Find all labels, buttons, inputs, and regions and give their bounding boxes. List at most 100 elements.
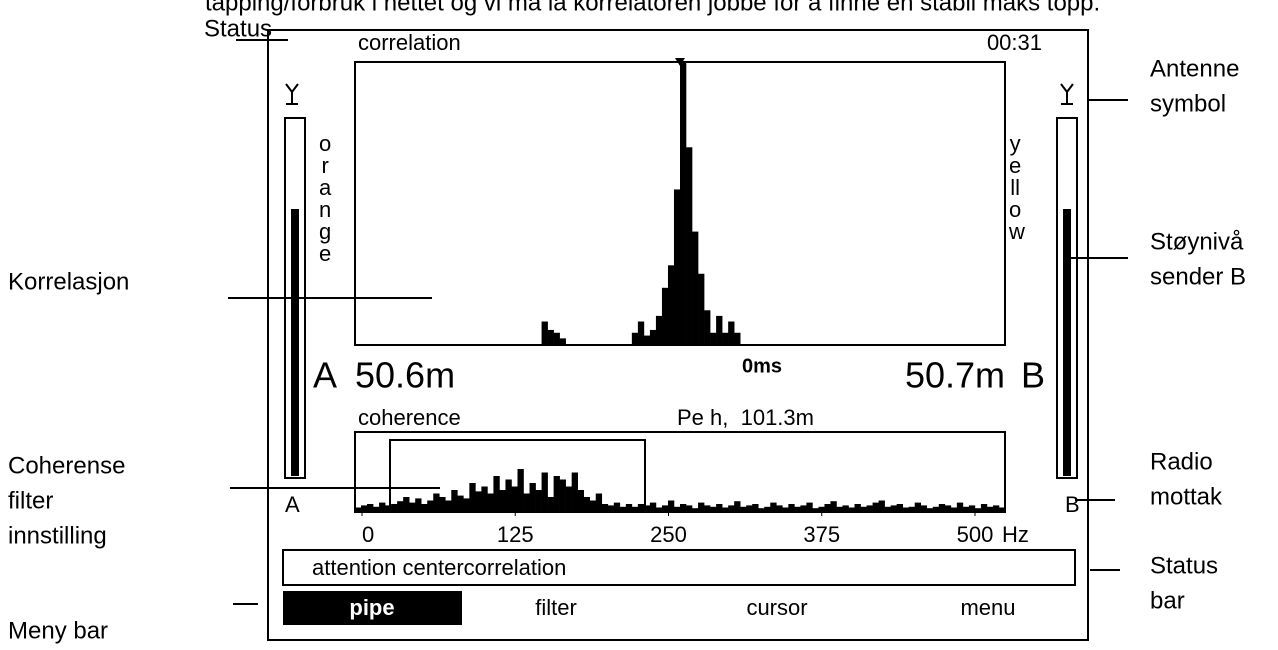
unit-label: Hz: [1002, 522, 1029, 547]
coherence-bar: [361, 505, 368, 511]
coherence-bar: [673, 506, 681, 511]
correlation-bar: [649, 329, 657, 344]
coherence-bar: [776, 505, 783, 511]
annotation: Antenne: [1150, 55, 1239, 82]
channel-b-name: yellow: [1009, 131, 1025, 244]
coherence-bar: [595, 493, 603, 511]
correlation-bar: [553, 332, 560, 344]
coherence-bar: [788, 504, 795, 511]
correlation-bar: [722, 332, 729, 344]
coherence-bar: [992, 505, 1000, 511]
correlation-bar: [698, 273, 705, 344]
coherence-bar: [872, 502, 879, 511]
coherence-bar: [686, 505, 693, 511]
status-bar: [282, 549, 1076, 586]
correlation-bar: [704, 310, 711, 344]
correlation-bar: [728, 321, 735, 344]
coherence-bar: [842, 505, 849, 511]
coherence-bar: [427, 500, 434, 511]
coherence-bar: [559, 479, 566, 511]
coherence-bar: [968, 505, 976, 511]
coherence-bar: [493, 476, 500, 511]
menu-item[interactable]: menu: [960, 595, 1015, 620]
coherence-bar: [908, 506, 916, 511]
annotation: Coherense: [8, 452, 125, 479]
annotation: Meny bar: [8, 617, 108, 644]
filter-window[interactable]: [389, 439, 646, 513]
coherence-bar: [824, 504, 831, 511]
coherence-bar: [631, 506, 639, 511]
coherence-bar: [667, 500, 675, 511]
coherence-bar: [547, 497, 554, 511]
correlation-bar: [541, 321, 548, 344]
coherence-bar: [421, 504, 428, 511]
antenna-b: [1060, 83, 1074, 105]
coherence-bar: [589, 500, 597, 511]
radio-a: A: [285, 492, 300, 517]
coherence-bar: [764, 506, 771, 511]
timer: 00:31: [987, 30, 1042, 55]
annotation: sender B: [1150, 263, 1246, 290]
coherence-bar: [890, 505, 897, 511]
coherence-bar: [475, 491, 482, 511]
coherence-bar: [505, 479, 512, 511]
coherence-bar: [722, 507, 729, 511]
coherence-bar: [571, 472, 578, 511]
coherence-bar: [457, 495, 464, 511]
annotation: Korrelasjon: [8, 268, 129, 295]
center-time: 0ms: [742, 355, 782, 377]
coherence-bar: [613, 502, 621, 511]
coherence-bar: [469, 483, 476, 511]
menu-item[interactable]: cursor: [746, 595, 807, 620]
coherence-bar: [379, 502, 386, 511]
peak-marker: [675, 58, 685, 66]
coherence-bar: [998, 507, 1006, 511]
coherence-bar: [661, 505, 669, 511]
coherence-bar: [944, 505, 952, 511]
coherence-bar: [752, 504, 759, 511]
device-frame: [267, 29, 1089, 641]
annotation: Støynivå: [1150, 228, 1244, 255]
x-tick-label: 375: [803, 522, 840, 547]
correlation-bar: [686, 147, 693, 344]
coherence-bar: [866, 505, 873, 511]
coherence-plot: [354, 431, 1006, 513]
correlation-bar: [710, 332, 717, 344]
coherence-bar: [938, 504, 946, 511]
coherence-title: coherence: [358, 405, 461, 430]
x-tick-label: 125: [497, 522, 534, 547]
coherence-bar: [517, 469, 524, 511]
correlation-bar: [734, 332, 741, 344]
coherence-bar: [391, 504, 398, 511]
coherence-bar: [914, 502, 922, 511]
coherence-bar: [439, 497, 446, 511]
level-frame-a: [284, 117, 306, 479]
coherence-bar: [529, 483, 536, 511]
coherence-bar: [373, 506, 380, 511]
menu-highlight: [283, 591, 462, 625]
channel-a-label: A: [313, 355, 337, 396]
annotation: Status: [204, 15, 272, 42]
coherence-bar: [896, 504, 903, 511]
menu-item[interactable]: filter: [535, 595, 577, 620]
coherence-bar: [854, 504, 861, 511]
coherence-bar: [974, 508, 982, 511]
annotation: filter: [8, 487, 53, 514]
menu-item[interactable]: pipe: [349, 595, 394, 620]
coherence-bar: [860, 506, 867, 511]
coherence-bar: [625, 504, 633, 511]
correlation-title: correlation: [358, 30, 461, 55]
coherence-bar: [710, 506, 717, 511]
coherence-bar: [649, 502, 657, 511]
coherence-bar: [607, 505, 615, 511]
x-tick-label: 250: [650, 522, 687, 547]
coherence-bar: [451, 490, 458, 511]
level-bar: [1063, 209, 1071, 476]
coherence-bar: [511, 486, 518, 511]
coherence-bar: [643, 505, 651, 511]
coherence-bar: [746, 505, 753, 511]
coherence-bar: [481, 486, 488, 511]
coherence-bar: [637, 504, 645, 511]
coherence-bar: [619, 506, 627, 511]
correlation-bar: [559, 338, 566, 344]
